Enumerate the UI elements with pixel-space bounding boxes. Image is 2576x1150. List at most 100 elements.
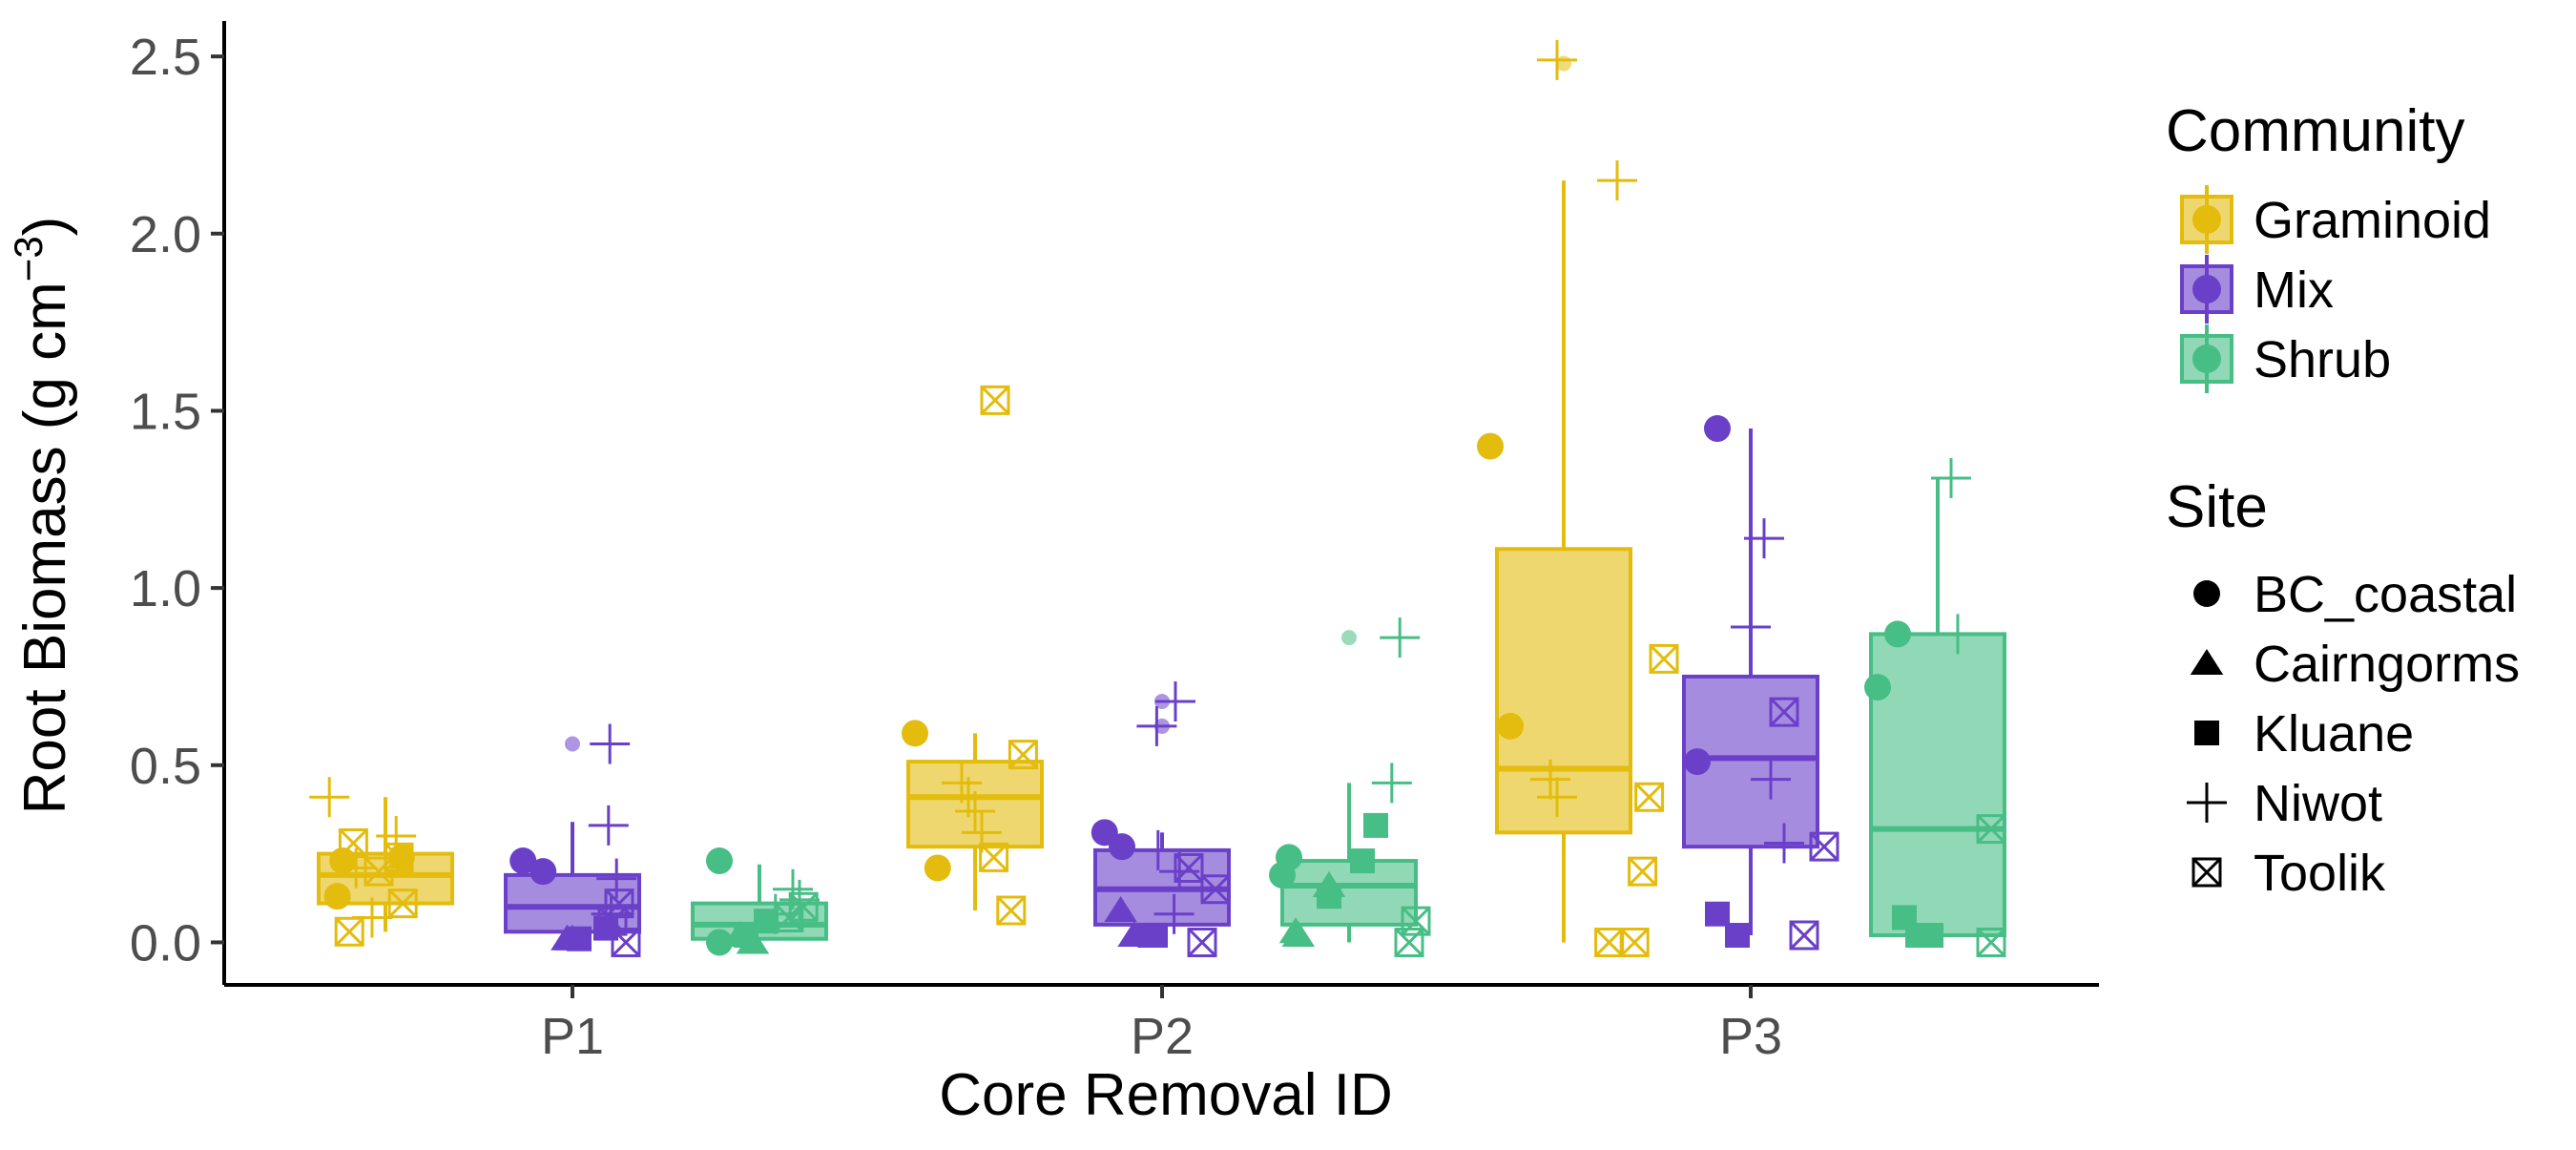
data-point-p3-graminoid-niwot [1537, 39, 1577, 80]
y-axis-title-superscript: −3 [6, 236, 51, 282]
legend-community-title: Community [2166, 98, 2465, 164]
data-point-p2-shrub-kluane [1363, 812, 1388, 838]
box-p2-shrub-iqr [1280, 859, 1418, 927]
data-point-p1-shrub-toolik [774, 902, 804, 932]
data-point-p1-mix-bc_coastal [509, 847, 537, 875]
data-point-p1-graminoid-niwot [336, 847, 377, 889]
data-point-p3-shrub-niwot [1931, 458, 1971, 499]
data-point-p2-shrub-niwot [1371, 763, 1412, 804]
legend-item-shrub: Shrub [2180, 324, 2391, 393]
legend-item-niwot: Niwot [2187, 775, 2382, 832]
y-axis-title: Root Biomass (g cm−3) [6, 217, 78, 815]
data-point-p2-mix-bc_coastal [1109, 833, 1135, 861]
data-point-p3-mix-niwot [1751, 759, 1791, 800]
data-point-p2-graminoid-toolik [1008, 740, 1038, 770]
data-point-p1-mix-niwot [588, 805, 629, 846]
legend-key-point [2192, 205, 2221, 234]
data-point-p3-shrub-kluane [1919, 923, 1943, 949]
y-axis-title-main: Root Biomass (g cm [12, 282, 78, 814]
legend-triangle-icon [2190, 649, 2224, 675]
data-point-p3-mix-kluane [1725, 923, 1750, 949]
x-tick-label: P1 [541, 1008, 604, 1065]
legend-item-mix: Mix [2180, 255, 2334, 324]
data-point-p2-graminoid-toolik [996, 895, 1027, 926]
legend-item-cairngorms: Cairngorms [2190, 636, 2520, 693]
data-point-p2-shrub-kluane [1350, 848, 1375, 874]
legend: Community Site Graminoid Mix Shrub BC_coast… [2166, 98, 2520, 902]
data-point-p1-graminoid-toolik [387, 889, 418, 919]
data-point-p3-mix-bc_coastal [1684, 748, 1711, 776]
legend-label: Mix [2254, 261, 2334, 319]
data-point-p3-shrub-toolik [1976, 927, 2006, 957]
data-point-p3-mix-kluane [1705, 901, 1730, 927]
data-point-p3-graminoid-toolik [1619, 927, 1650, 957]
outlier-point-p2-shrub [1341, 630, 1357, 646]
data-point-p3-graminoid-niwot [1537, 777, 1577, 818]
data-point-p2-graminoid-toolik [980, 385, 1010, 415]
legend-label: Niwot [2254, 775, 2382, 832]
y-tick-label: 1.5 [130, 383, 201, 440]
legend-label: Shrub [2254, 331, 2391, 388]
data-point-p1-mix-niwot [590, 723, 631, 764]
data-point-p1-mix-bc_coastal [530, 858, 557, 886]
data-point-p1-graminoid-niwot [376, 816, 417, 857]
box-p3-graminoid-iqr [1495, 547, 1632, 835]
legend-key-point [2192, 275, 2221, 303]
data-point-p2-shrub-bc_coastal [1269, 861, 1296, 889]
axes: Core Removal ID Root Biomass (g cm−3) 0.… [6, 21, 2099, 1128]
data-point-p1-shrub-niwot [773, 868, 813, 910]
data-point-p1-graminoid-toolik [334, 916, 364, 947]
y-tick-label: 0.0 [130, 914, 201, 972]
y-tick-label: 1.0 [130, 560, 201, 617]
x-tick-label: P2 [1131, 1008, 1194, 1065]
data-point-p1-graminoid-toolik [364, 856, 394, 887]
data-point-p3-graminoid-bc_coastal [1477, 432, 1504, 460]
x-tick-label: P3 [1719, 1008, 1782, 1065]
data-point-p2-graminoid-toolik [979, 842, 1009, 872]
legend-square-icon [2194, 721, 2219, 745]
data-point-p3-mix-niwot [1744, 518, 1784, 559]
y-tick-label: 2.5 [130, 29, 201, 86]
data-point-p1-mix-toolik [611, 927, 641, 957]
data-point-p1-mix-niwot [596, 858, 637, 899]
legend-item-toolik: Toolik [2192, 845, 2386, 902]
data-point-p1-graminoid-bc_coastal [323, 883, 351, 910]
legend-boxcross-icon [2192, 857, 2222, 888]
data-point-p2-mix-toolik [1187, 927, 1217, 957]
data-point-p2-mix-niwot [1137, 829, 1178, 870]
legend-site-title: Site [2166, 474, 2268, 540]
data-point-p2-shrub-toolik [1394, 927, 1424, 957]
x-axis-title: Core Removal ID [939, 1062, 1392, 1128]
y-tick-label: 2.0 [130, 206, 201, 263]
data-point-p2-shrub-kluane [1317, 884, 1341, 910]
data-point-p3-graminoid-toolik [1634, 782, 1665, 812]
data-point-p3-mix-toolik [1769, 697, 1799, 727]
data-point-p2-mix-niwot [1155, 680, 1195, 721]
legend-label: Cairngorms [2254, 636, 2520, 693]
data-point-p1-shrub-bc_coastal [706, 847, 733, 875]
box-p3-shrub-iqr [1869, 632, 2006, 938]
data-point-p3-mix-niwot [1731, 606, 1771, 647]
data-point-p2-shrub-cairngorms [1281, 921, 1316, 948]
legend-label: BC_coastal [2254, 566, 2517, 623]
data-point-p3-shrub-niwot [1938, 614, 1978, 655]
data-point-p2-shrub-niwot [1380, 617, 1421, 659]
legend-item-graminoid: Graminoid [2180, 185, 2491, 254]
data-point-p2-mix-kluane [1137, 923, 1163, 949]
data-point-p2-mix-niwot [1153, 893, 1195, 934]
legend-label: Kluane [2254, 705, 2414, 763]
legend-plus-icon [2187, 783, 2227, 823]
data-point-p3-shrub-toolik [1976, 814, 2006, 845]
outlier-point-p1-mix [565, 736, 580, 752]
data-point-p3-graminoid-niwot [1597, 160, 1637, 201]
data-point-p3-mix-toolik [1809, 831, 1839, 862]
legend-item-kluane: Kluane [2194, 705, 2414, 763]
data-point-p1-graminoid-bc_coastal [329, 847, 357, 875]
data-point-p1-shrub-bc_coastal [706, 929, 733, 956]
data-point-p2-graminoid-bc_coastal [902, 720, 928, 747]
data-point-p2-graminoid-bc_coastal [924, 854, 951, 882]
legend-key-point [2192, 345, 2221, 373]
data-point-p3-mix-toolik [1789, 920, 1819, 951]
data-point-p3-graminoid-toolik [1628, 856, 1658, 887]
